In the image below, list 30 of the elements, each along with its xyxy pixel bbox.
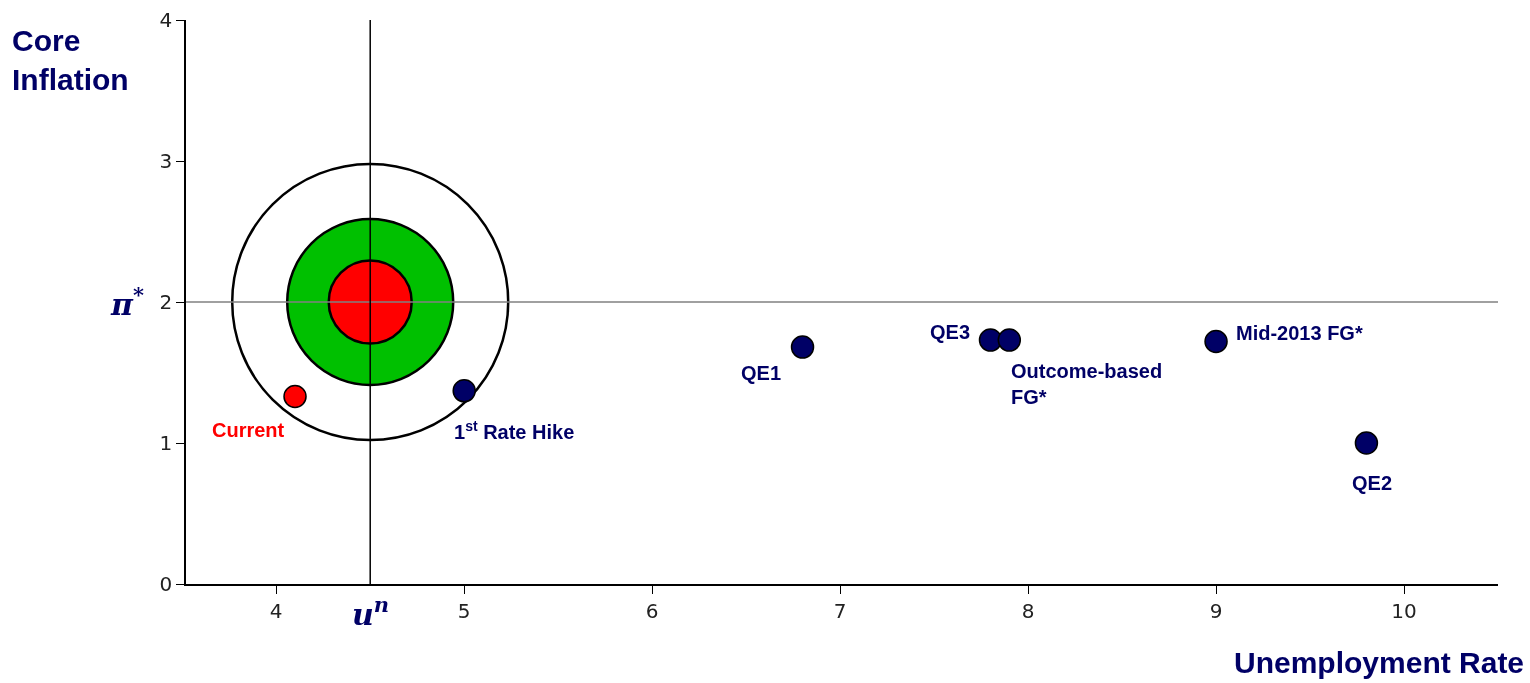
point	[997, 328, 1022, 352]
y-tick-label: 4	[159, 8, 173, 32]
x-tick-label: 8	[1021, 598, 1035, 623]
x-tick-label: 6	[645, 598, 659, 623]
point	[1354, 431, 1379, 455]
annotation: QE3	[930, 321, 971, 343]
x-axis-title: Unemployment Rate	[1234, 646, 1525, 679]
point	[790, 335, 815, 359]
point	[283, 384, 307, 409]
annotation: 1$^{st}$ Rate Hike	[454, 418, 575, 444]
annotation: Outcome-based FG*	[1011, 360, 1163, 408]
y-axis-title: Core Inflation	[12, 24, 129, 96]
x-tick-label: 9	[1209, 598, 1223, 623]
y-tick-label: 0	[159, 572, 173, 596]
x-tick-label: 7	[833, 598, 847, 623]
annotation: Mid-2013 FG*	[1236, 322, 1363, 344]
annotation: Current	[212, 419, 285, 441]
point	[452, 379, 476, 403]
ref-line-label: u$^{n}$	[352, 592, 390, 632]
x-tick-label: 4	[269, 598, 283, 623]
y-tick-label: 2	[159, 290, 173, 314]
x-tick-label: 5	[457, 598, 471, 623]
point	[1204, 329, 1228, 354]
x-tick-label: 10	[1391, 598, 1417, 623]
y-tick-label: 3	[159, 149, 173, 173]
annotation: QE2	[1352, 472, 1393, 494]
point	[978, 328, 1003, 352]
ref-line-label: π$^{*}$	[110, 282, 144, 322]
y-tick-label: 1	[159, 431, 173, 455]
annotation: QE1	[741, 362, 782, 384]
